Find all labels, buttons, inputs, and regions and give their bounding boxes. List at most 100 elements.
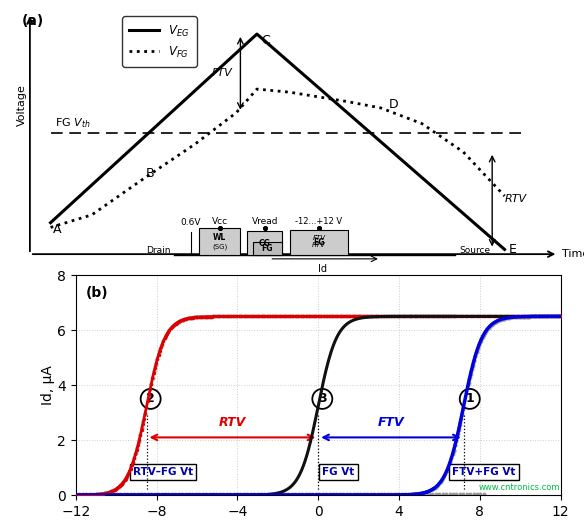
Point <box>210 312 219 321</box>
Point <box>341 312 350 321</box>
Point <box>514 313 523 321</box>
Point <box>478 333 487 341</box>
Point <box>169 321 179 329</box>
Point <box>303 312 312 321</box>
Point <box>149 369 158 377</box>
Point <box>213 312 223 321</box>
Point <box>179 315 188 324</box>
Point <box>348 312 357 321</box>
Point <box>328 312 337 321</box>
Point <box>74 491 83 499</box>
Point <box>140 410 150 418</box>
Point <box>266 312 275 321</box>
Point <box>335 312 345 321</box>
Point <box>451 436 461 444</box>
Point <box>456 418 465 426</box>
Point <box>326 312 336 321</box>
Point <box>376 312 385 321</box>
Point <box>467 367 476 375</box>
Text: 1: 1 <box>465 392 474 406</box>
Point <box>315 312 325 321</box>
Point <box>347 312 356 321</box>
Point <box>214 312 224 321</box>
Point <box>77 491 86 499</box>
Point <box>239 489 249 498</box>
Point <box>95 490 104 498</box>
Point <box>93 490 102 498</box>
Point <box>371 312 381 321</box>
Point <box>553 312 562 321</box>
Point <box>458 405 468 413</box>
Text: -12...+12 V: -12...+12 V <box>296 217 342 226</box>
Point <box>515 312 524 321</box>
Point <box>88 489 98 498</box>
Point <box>531 312 541 321</box>
Text: (a): (a) <box>22 14 44 28</box>
Point <box>439 312 448 321</box>
Point <box>286 312 296 321</box>
Point <box>469 489 478 498</box>
Point <box>228 312 237 321</box>
Point <box>468 362 477 370</box>
Point <box>419 312 428 321</box>
Point <box>373 489 383 498</box>
Point <box>434 312 444 321</box>
Point <box>134 438 144 446</box>
Point <box>397 489 406 498</box>
Point <box>213 312 223 321</box>
Point <box>522 312 531 321</box>
Point <box>220 312 229 321</box>
Point <box>541 312 550 321</box>
Point <box>394 489 403 498</box>
Point <box>533 312 543 321</box>
Point <box>192 313 201 321</box>
Point <box>205 312 214 321</box>
Legend: $V_{EG}$, $V_{FG}$: $V_{EG}$, $V_{FG}$ <box>122 16 197 67</box>
Point <box>145 385 155 394</box>
Point <box>530 312 540 321</box>
Point <box>493 316 503 325</box>
Point <box>125 467 134 476</box>
Point <box>112 485 121 493</box>
Text: Vcc: Vcc <box>212 217 228 226</box>
Point <box>491 318 500 326</box>
Point <box>556 312 565 321</box>
Point <box>430 312 439 321</box>
Point <box>208 312 218 321</box>
Point <box>484 323 493 331</box>
Point <box>421 489 430 498</box>
Text: Source: Source <box>459 246 491 256</box>
Point <box>98 489 107 498</box>
Point <box>338 312 347 321</box>
Point <box>475 312 484 321</box>
Point <box>302 312 311 321</box>
Point <box>223 312 232 321</box>
Point <box>204 312 213 321</box>
Point <box>114 483 124 491</box>
Point <box>432 312 442 321</box>
Point <box>186 314 195 322</box>
Point <box>556 312 565 321</box>
Point <box>272 312 281 321</box>
Point <box>91 490 100 499</box>
Point <box>524 312 534 321</box>
Point <box>418 489 427 498</box>
Point <box>450 441 460 450</box>
Point <box>332 312 342 321</box>
Point <box>252 312 262 321</box>
Point <box>234 312 244 321</box>
Point <box>99 489 109 498</box>
Point <box>529 312 538 321</box>
Point <box>387 312 397 321</box>
Point <box>296 312 305 321</box>
Point <box>339 489 348 498</box>
Point <box>523 312 533 321</box>
Point <box>356 312 365 321</box>
Point <box>526 312 536 321</box>
Point <box>131 450 140 458</box>
Point <box>494 312 503 321</box>
Point <box>352 312 361 321</box>
Point <box>327 312 336 321</box>
Point <box>317 312 326 321</box>
Point <box>120 475 130 484</box>
